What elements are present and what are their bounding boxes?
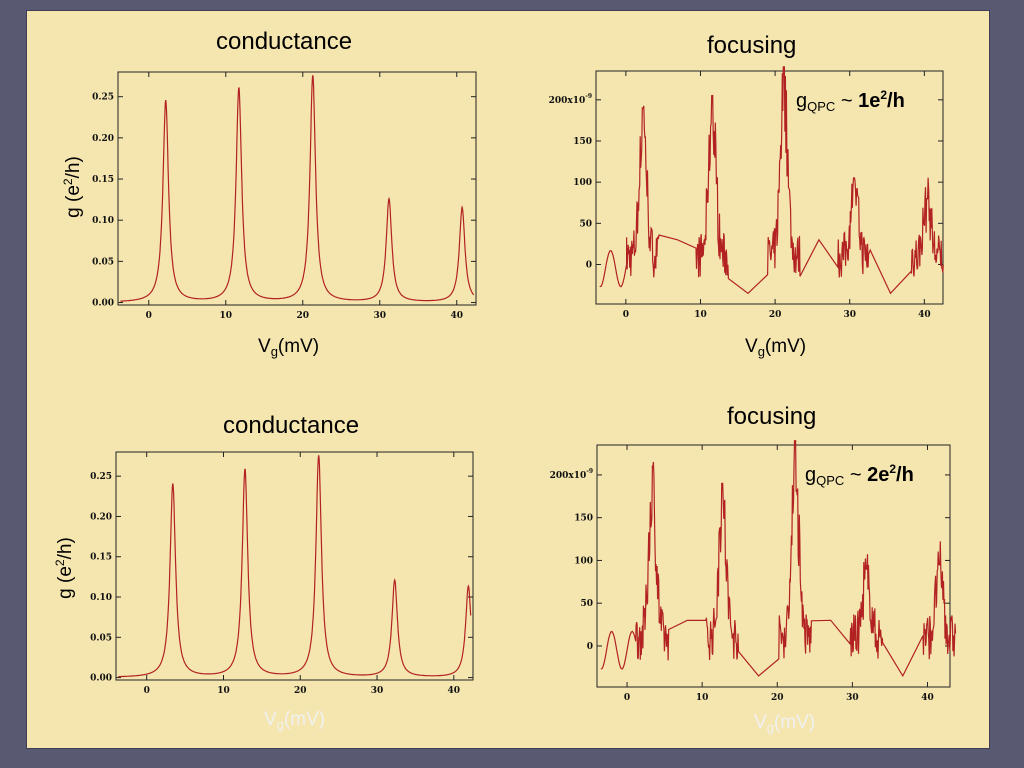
chart3-peak-point (244, 468, 246, 471)
chart4-xtick-label: 0 (624, 693, 630, 703)
chart3-ytick-label: 0.05 (90, 633, 112, 643)
chart1-ytick-label: 0.20 (92, 134, 114, 144)
chart4-xtick-label: 40 (921, 693, 934, 703)
chart3-ytick-label: 0.20 (90, 512, 112, 522)
chart2-peak-point (642, 107, 644, 109)
chart3-ytick-label: 0.10 (90, 593, 112, 603)
chart3-xtick-label: 20 (294, 686, 307, 696)
chart1-xtick-label: 10 (220, 311, 233, 321)
chart1-peak-point (461, 207, 463, 209)
panel1-xlabel: Vg(mV) (258, 336, 320, 359)
chart1-ytick-label: 0.25 (92, 93, 114, 103)
chart4-xtick-label: 10 (696, 693, 709, 703)
chart1-ytick-label: 0.00 (92, 299, 114, 309)
panel2-gqpc-annotation: gQPC ~ 1e2/h (796, 88, 905, 114)
chart4-peak-point (651, 465, 654, 468)
chart1-peak-point (388, 198, 390, 201)
chart3-series-trace (118, 455, 472, 678)
chart1-series-trace (120, 75, 475, 302)
chart3-plot-frame (115, 451, 474, 681)
chart2-xtick-label: 40 (918, 310, 931, 320)
panel3-title: conductance (223, 412, 360, 439)
chart2-peak-point (853, 177, 855, 179)
chart2-ytick-label: 50 (579, 219, 592, 229)
chart3-ytick-label: 0.15 (90, 553, 112, 563)
chart3-xtick-label: 30 (371, 686, 384, 696)
chart2-plot-frame (595, 70, 944, 305)
chart2-xtick-label: 0 (623, 310, 629, 320)
panel2-xlabel: Vg(mV) (745, 336, 807, 359)
chart2-ytick-label: 0 (586, 260, 592, 270)
chart2-xtick-label: 20 (769, 310, 782, 320)
chart4-ytick-label: 150 (574, 514, 593, 524)
panel3-xlabel: Vg(mV) (264, 709, 326, 732)
chart2-xtick-label: 30 (843, 310, 856, 320)
chart3-peak-point (172, 483, 174, 486)
chart2-ytick-label: 200x10-9 (549, 93, 592, 106)
chart3-ytick-label: 0.00 (90, 674, 112, 684)
chart1-plot-frame (117, 71, 477, 306)
chart1-peak-point (164, 100, 167, 102)
chart3-peak-point (467, 585, 470, 588)
panel2-title: focusing (707, 32, 797, 59)
chart3-ytick-label: 0.25 (90, 472, 112, 482)
chart2-xtick-label: 10 (694, 310, 707, 320)
chart3-xtick-label: 40 (448, 686, 461, 696)
chart4-plot-frame (596, 444, 951, 688)
chart2-peak-point (783, 70, 785, 72)
chart4-series-trace (600, 440, 957, 678)
chart2-peak-point (926, 197, 929, 200)
chart1-ytick-label: 0.15 (92, 175, 114, 185)
chart1-xtick-label: 0 (146, 311, 152, 321)
chart4-peak-point (794, 444, 797, 446)
chart4-peak-point (938, 563, 941, 566)
panel1-title: conductance (216, 28, 353, 55)
chart2-ytick-label: 150 (573, 137, 592, 147)
chart4-ytick-label: 200x10-9 (550, 468, 593, 481)
panel4-xlabel: Vg(mV) (754, 712, 816, 735)
chart1-ytick-label: 0.05 (92, 257, 114, 267)
chart3-xtick-label: 0 (144, 686, 150, 696)
chart3-xtick-label: 10 (217, 686, 230, 696)
chart2-ytick-label: 100 (573, 178, 592, 188)
chart4-peak-point (721, 482, 724, 485)
chart1-xtick-label: 30 (373, 311, 386, 321)
chart2-series-trace (599, 66, 944, 295)
chart4-ytick-label: 0 (587, 642, 593, 652)
chart2-peak-point (711, 94, 714, 97)
chart1-ytick-label: 0.10 (92, 216, 114, 226)
chart1-xtick-label: 20 (297, 311, 310, 321)
chart1-peak-point (238, 87, 240, 90)
slide-background (26, 10, 990, 749)
chart4-xtick-label: 20 (771, 693, 784, 703)
chart4-ytick-label: 50 (580, 599, 593, 609)
panel4-gqpc-annotation: gQPC ~ 2e2/h (805, 462, 914, 488)
chart4-xtick-label: 30 (846, 693, 859, 703)
chart1-xtick-label: 40 (450, 311, 463, 321)
panel4-title: focusing (727, 403, 817, 430)
chart1-peak-point (311, 75, 314, 77)
chart4-ytick-label: 100 (574, 556, 593, 566)
chart3-peak-point (317, 455, 320, 457)
chart4-peak-point (865, 568, 868, 570)
chart3-peak-point (393, 580, 396, 582)
